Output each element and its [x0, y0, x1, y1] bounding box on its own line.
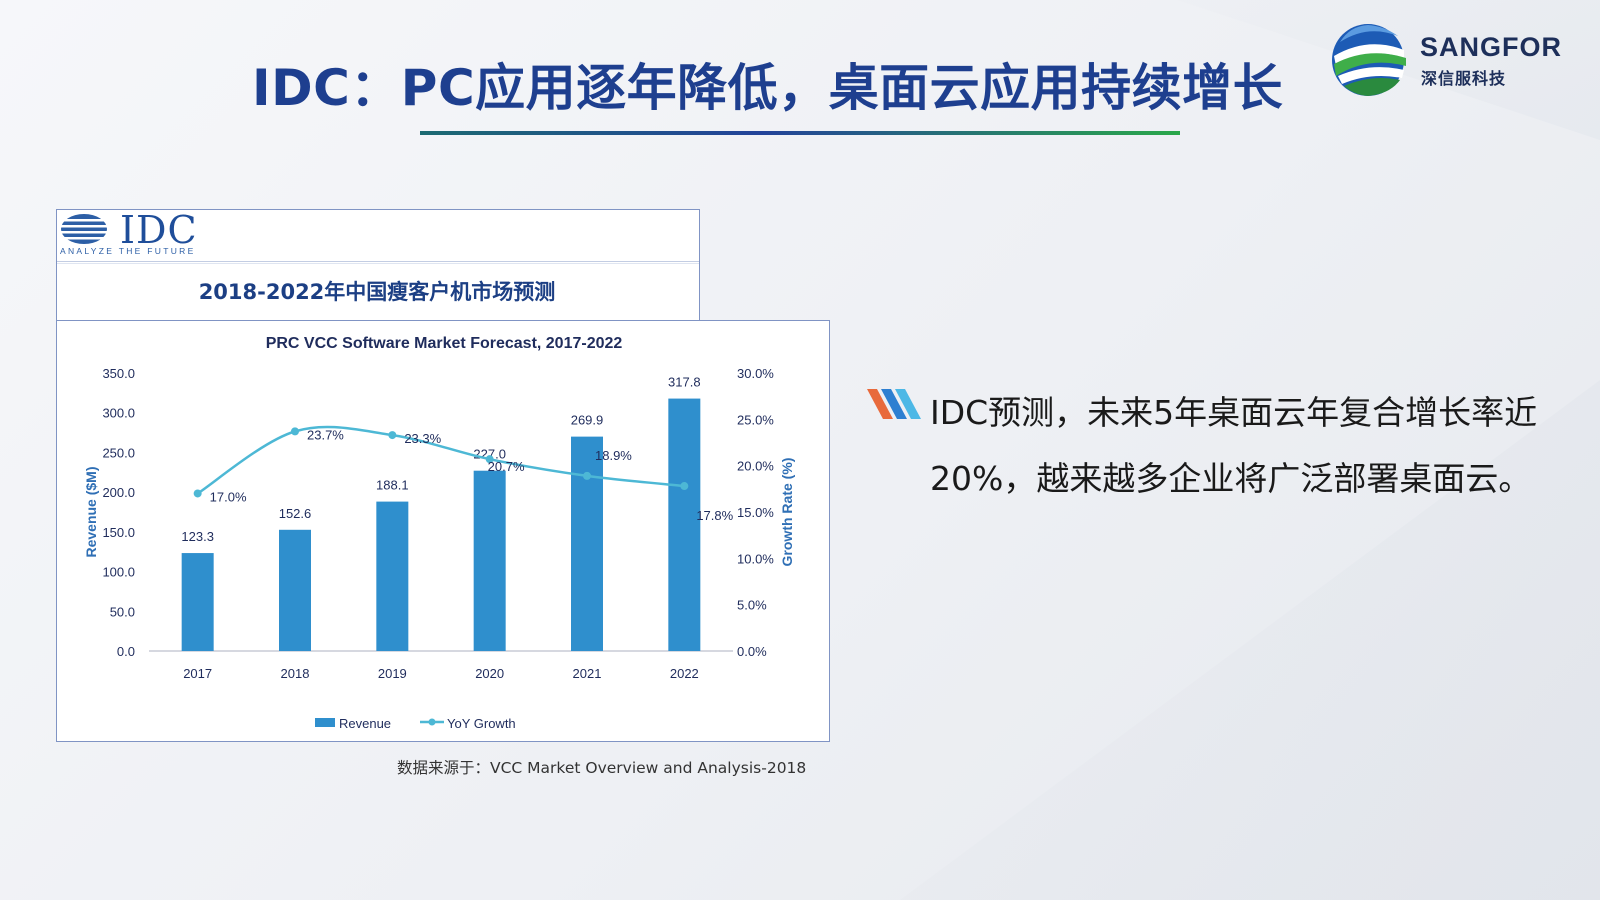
bar-revenue	[279, 529, 311, 651]
divider	[57, 261, 699, 262]
y-tick-label: 0.0	[117, 644, 135, 659]
y-tick-label: 50.0	[110, 604, 135, 619]
y-tick-label: 100.0	[102, 565, 135, 580]
bar-revenue	[473, 470, 506, 651]
line-data-label: 23.7%	[307, 427, 344, 442]
title-underline	[420, 131, 1180, 135]
x-tick-label: 2020	[475, 666, 504, 681]
line-point-yoy-growth	[583, 471, 591, 480]
bullet-text: IDC预测，未来5年桌面云年复合增长率近20%，越来越多企业将广泛部署桌面云。	[930, 393, 1538, 498]
y-tick-label: 200.0	[102, 485, 135, 500]
line-point-yoy-growth	[485, 455, 494, 464]
line-data-label: 17.0%	[210, 489, 247, 504]
line-data-label: 20.7%	[488, 459, 525, 474]
bullet-stripes-icon	[867, 389, 921, 419]
line-yoy-growth	[196, 425, 685, 495]
idc-logo: IDC ANALYZE THE FUTURE	[57, 208, 217, 260]
idc-header-panel: IDC ANALYZE THE FUTURE 2018-2022年中国瘦客户机市…	[56, 208, 700, 321]
line-point-yoy-growth	[291, 427, 299, 436]
bar-data-label: 317.8	[668, 375, 701, 390]
y2-tick-label: 30.0%	[737, 366, 774, 381]
bar-revenue	[571, 436, 603, 651]
y2-tick-label: 15.0%	[737, 505, 774, 520]
chart-panel: PRC VCC Software Market Forecast, 2017-2…	[56, 320, 830, 742]
bar-revenue	[181, 553, 214, 651]
sangfor-logo: SANGFOR 深信服科技	[1328, 20, 1568, 100]
logo-subtitle: 深信服科技	[1421, 69, 1507, 88]
panel-heading: 2018-2022年中国瘦客户机市场预测	[198, 280, 556, 304]
line-point-yoy-growth	[388, 431, 397, 440]
y-tick-label: 250.0	[102, 445, 135, 460]
x-tick-label: 2021	[573, 666, 602, 681]
line-data-label: 23.3%	[404, 431, 441, 446]
y2-axis-label: Growth Rate (%)	[779, 458, 795, 567]
line-point-yoy-growth	[680, 482, 689, 491]
line-point-yoy-growth	[193, 489, 202, 498]
x-tick-label: 2019	[378, 666, 407, 681]
legend-swatch-revenue	[315, 718, 335, 727]
y-axis-label: Revenue ($M)	[83, 466, 99, 557]
line-data-label: 17.8%	[696, 508, 733, 523]
source-caption: 数据来源于：VCC Market Overview and Analysis-2…	[397, 759, 807, 777]
bar-data-label: 269.9	[571, 413, 604, 428]
line-data-label: 18.9%	[595, 448, 632, 463]
y2-tick-label: 10.0%	[737, 551, 774, 566]
y2-tick-label: 25.0%	[737, 412, 774, 427]
idc-tagline: ANALYZE THE FUTURE	[60, 246, 196, 256]
y-tick-label: 300.0	[102, 406, 135, 421]
y2-tick-label: 5.0%	[737, 598, 767, 613]
y2-tick-label: 0.0%	[737, 644, 767, 659]
bar-data-label: 123.3	[181, 529, 214, 544]
sangfor-globe-icon	[1332, 24, 1406, 96]
x-tick-label: 2022	[670, 666, 699, 681]
x-tick-label: 2018	[281, 666, 310, 681]
revenue-growth-chart: PRC VCC Software Market Forecast, 2017-2…	[83, 335, 795, 731]
divider	[57, 263, 699, 264]
legend-marker-yoy-growth	[428, 718, 436, 726]
bar-data-label: 152.6	[279, 506, 312, 521]
bar-revenue	[376, 501, 409, 651]
idc-brand: IDC	[120, 208, 198, 252]
slide-title: IDC：PC应用逐年降低，桌面云应用持续增长	[252, 59, 1284, 117]
y-tick-label: 150.0	[102, 525, 135, 540]
chart-title: PRC VCC Software Market Forecast, 2017-2…	[266, 335, 623, 352]
y2-tick-label: 20.0%	[737, 459, 774, 474]
idc-globe-icon	[60, 214, 110, 244]
bar-revenue	[668, 398, 701, 651]
legend-label-revenue: Revenue	[339, 716, 391, 731]
logo-name: SANGFOR	[1420, 32, 1562, 62]
bar-data-label: 188.1	[376, 478, 409, 493]
y-tick-label: 350.0	[102, 366, 135, 381]
legend-label-yoy-growth: YoY Growth	[447, 716, 516, 731]
x-tick-label: 2017	[183, 666, 212, 681]
